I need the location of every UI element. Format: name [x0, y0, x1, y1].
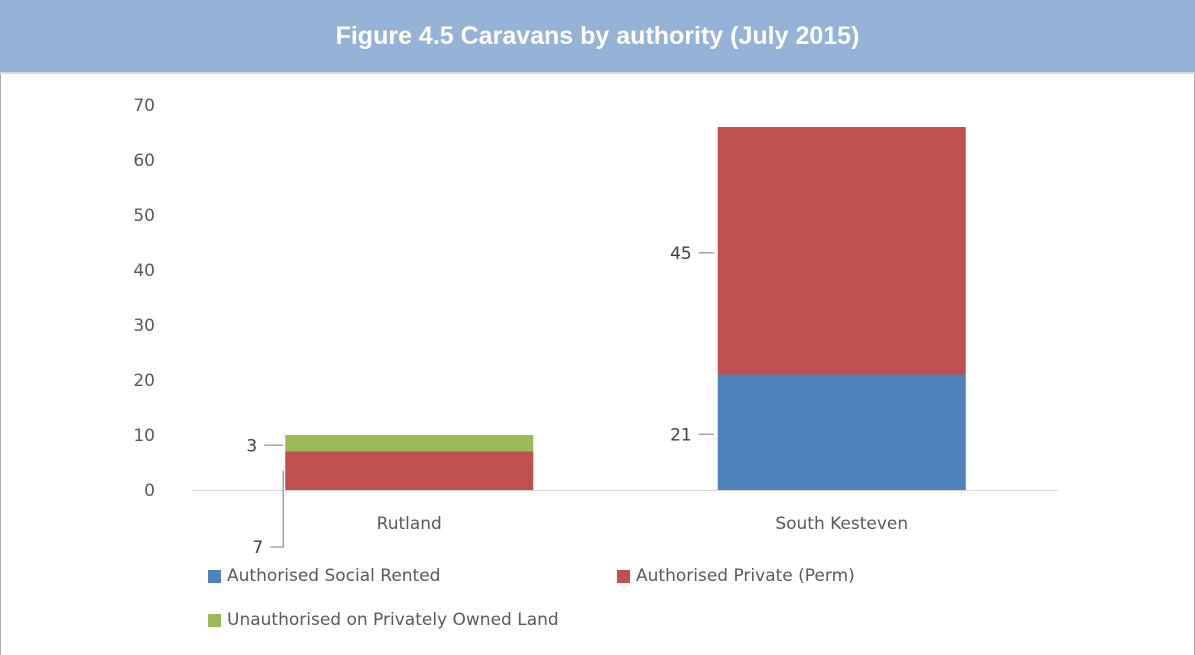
chart-title: Figure 4.5 Caravans by authority (July 2…: [335, 21, 860, 50]
legend-swatch: [208, 569, 221, 583]
legend-item: Unauthorised on Privately Owned Land: [208, 610, 559, 630]
y-tick-label: 30: [133, 316, 155, 336]
legend-label: Unauthorised on Privately Owned Land: [227, 610, 559, 630]
data-label-45: 45: [670, 244, 692, 264]
y-tick-label: 70: [133, 96, 155, 116]
data-label-21: 21: [670, 425, 692, 445]
legend-item: Authorised Social Rented: [208, 566, 440, 586]
y-tick-label: 10: [133, 426, 155, 446]
bar-south-kesteven-authorised-private-perm: [717, 127, 966, 375]
legend-label: Authorised Private (Perm): [636, 566, 855, 586]
y-tick-label: 0: [144, 481, 155, 501]
y-tick-label: 50: [133, 206, 155, 226]
y-tick-label: 40: [133, 261, 155, 281]
bar-rutland-authorised-private-perm: [285, 451, 534, 490]
leader-line: [270, 470, 284, 548]
legend-item: Authorised Private (Perm): [617, 566, 855, 586]
data-label-7: 7: [252, 538, 263, 558]
bar-south-kesteven-authorised-social-rented: [717, 374, 966, 490]
y-tick-label: 20: [133, 371, 155, 391]
bar-rutland-unauthorised-on-privately-owned-land: [285, 435, 534, 452]
x-tick-label: Rutland: [377, 514, 442, 534]
legend-swatch: [617, 569, 630, 583]
title-bar: Figure 4.5 Caravans by authority (July 2…: [0, 0, 1195, 74]
legend-swatch: [208, 613, 221, 627]
legend-label: Authorised Social Rented: [227, 566, 441, 586]
x-tick-label: South Kesteven: [775, 514, 908, 534]
y-tick-label: 60: [133, 151, 155, 171]
data-label-3: 3: [246, 436, 257, 456]
